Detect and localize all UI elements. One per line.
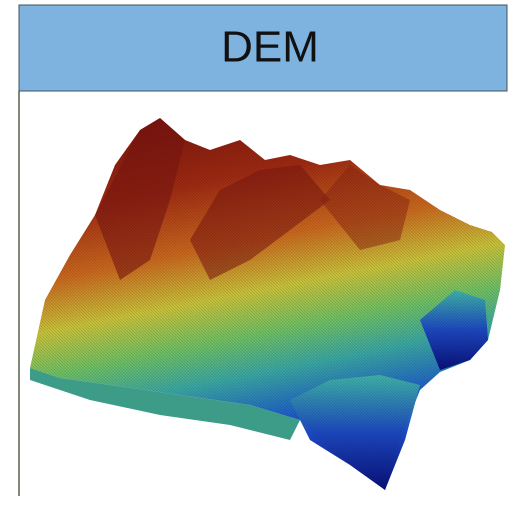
terrain-render [30, 118, 505, 490]
terrain-front-edge [30, 368, 300, 440]
header-bar [18, 4, 508, 92]
header-title: DEM [221, 23, 319, 72]
terrain-mesh [30, 118, 505, 490]
